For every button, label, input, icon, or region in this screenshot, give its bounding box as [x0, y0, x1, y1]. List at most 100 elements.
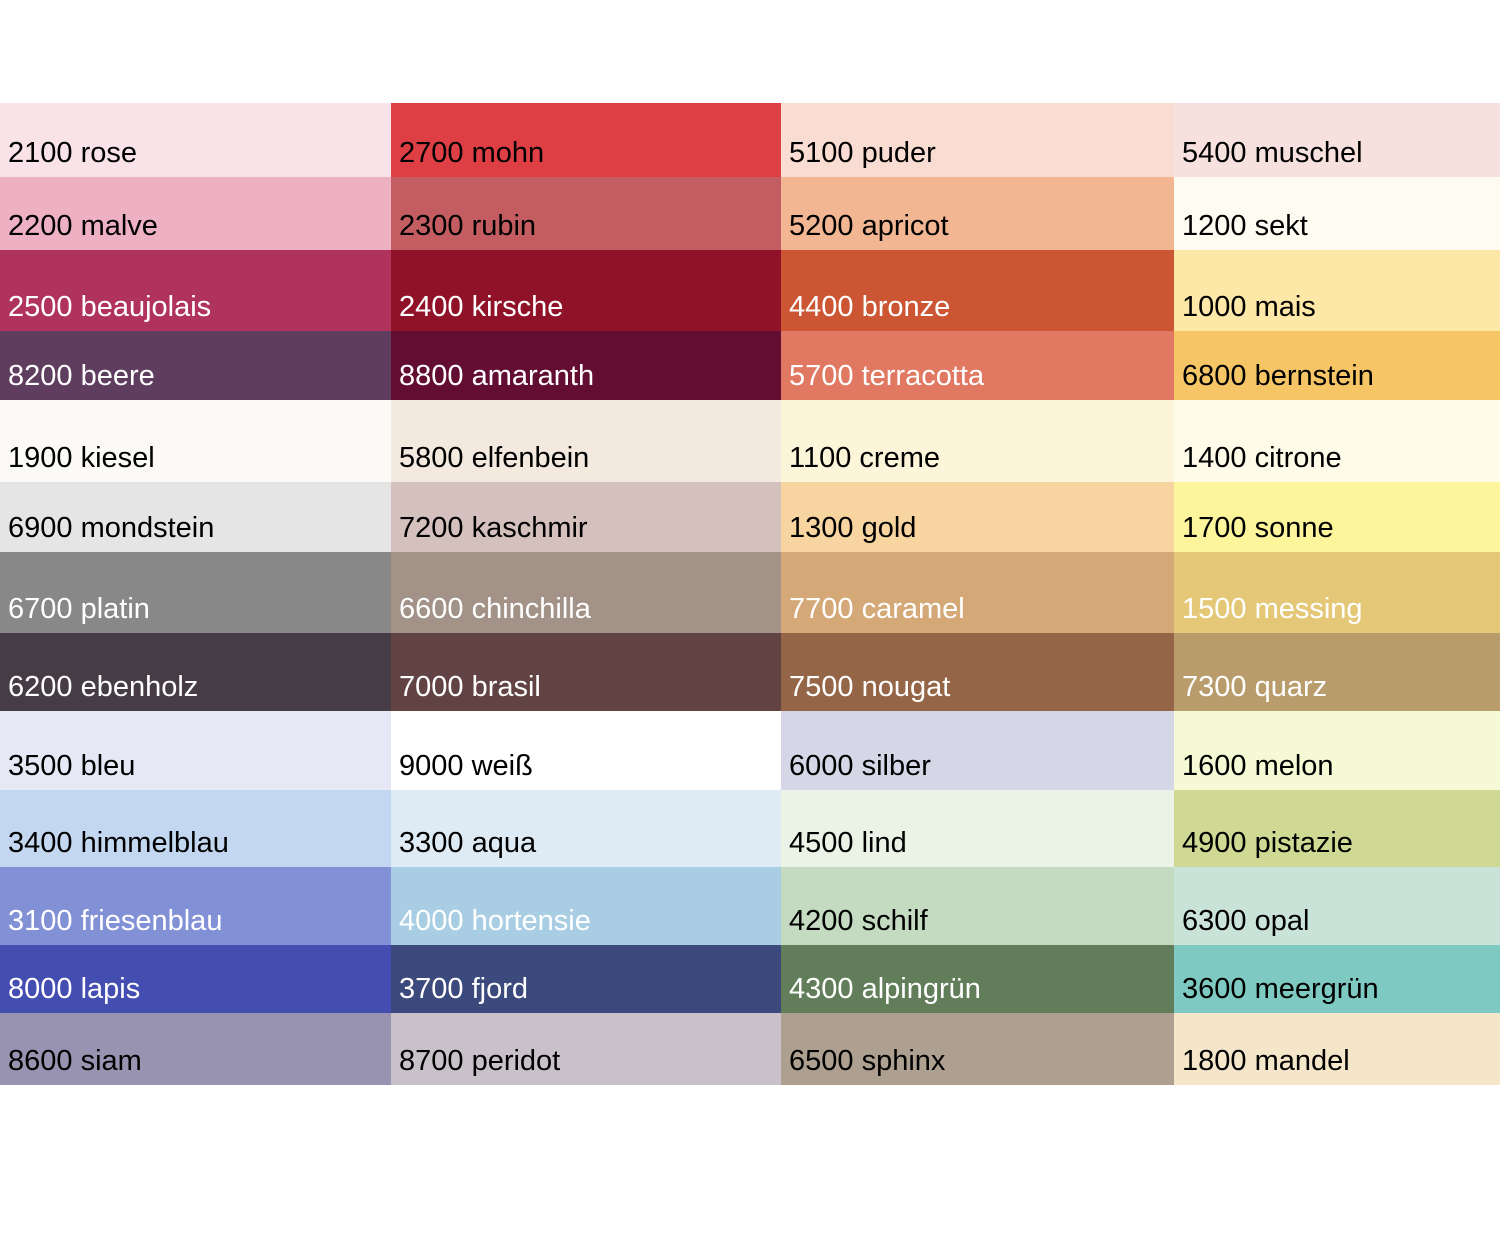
color-swatch: 2400 kirsche [391, 250, 781, 331]
color-swatch: 3600 meergrün [1174, 945, 1500, 1013]
swatch-label: 1400 citrone [1182, 442, 1342, 474]
swatch-label: 6900 mondstein [8, 512, 215, 544]
color-swatch: 4900 pistazie [1174, 790, 1500, 867]
swatch-label: 3500 bleu [8, 750, 136, 782]
swatch-label: 6600 chinchilla [399, 593, 591, 625]
swatch-label: 2400 kirsche [399, 291, 564, 323]
color-swatch: 4300 alpingrün [781, 945, 1174, 1013]
color-swatch: 6800 bernstein [1174, 331, 1500, 400]
color-swatch: 6600 chinchilla [391, 552, 781, 633]
color-swatch: 1600 melon [1174, 711, 1500, 790]
color-swatch: 8600 siam [0, 1013, 391, 1085]
swatch-label: 1200 sekt [1182, 210, 1308, 242]
color-swatch: 5400 muschel [1174, 103, 1500, 177]
swatch-label: 6200 ebenholz [8, 671, 199, 703]
color-swatch: 7500 nougat [781, 633, 1174, 711]
swatch-label: 1700 sonne [1182, 512, 1334, 544]
color-swatch: 1900 kiesel [0, 400, 391, 482]
color-swatch: 1400 citrone [1174, 400, 1500, 482]
color-swatch: 7300 quarz [1174, 633, 1500, 711]
swatch-label: 4400 bronze [789, 291, 951, 323]
swatch-row: 8000 lapis 3700 fjord 4300 alpingrün 3600 m… [0, 945, 1500, 1013]
color-swatch: 1800 mandel [1174, 1013, 1500, 1085]
swatch-label: 4000 hortensie [399, 905, 591, 937]
color-swatch: 3300 aqua [391, 790, 781, 867]
color-swatch: 6300 opal [1174, 867, 1500, 945]
color-swatch: 1500 messing [1174, 552, 1500, 633]
swatch-label: 8800 amaranth [399, 360, 595, 392]
swatch-label: 8700 peridot [399, 1045, 561, 1077]
color-swatch: 3700 fjord [391, 945, 781, 1013]
color-swatch: 7200 kaschmir [391, 482, 781, 552]
color-swatch: 1000 mais [1174, 250, 1500, 331]
swatch-label: 7700 caramel [789, 593, 965, 625]
swatch-label: 1500 messing [1182, 593, 1363, 625]
color-swatch: 2700 mohn [391, 103, 781, 177]
swatch-label: 5800 elfenbein [399, 442, 590, 474]
swatch-label: 7300 quarz [1182, 671, 1328, 703]
swatch-label: 3700 fjord [399, 973, 528, 1005]
swatch-row: 6900 mondstein 7200 kaschmir 1300 gold 1700… [0, 482, 1500, 552]
swatch-label: 5200 apricot [789, 210, 949, 242]
swatch-label: 5100 puder [789, 137, 936, 169]
swatch-label: 1600 melon [1182, 750, 1334, 782]
color-swatch: 5700 terracotta [781, 331, 1174, 400]
swatch-label: 6300 opal [1182, 905, 1310, 937]
swatch-label: 1900 kiesel [8, 442, 155, 474]
swatch-label: 2300 rubin [399, 210, 537, 242]
swatch-label: 1300 gold [789, 512, 917, 544]
swatch-row: 3500 bleu 9000 weiß 6000 silber 1600 melon [0, 711, 1500, 790]
color-swatch: 6200 ebenholz [0, 633, 391, 711]
color-swatch: 8200 beere [0, 331, 391, 400]
color-swatch: 6000 silber [781, 711, 1174, 790]
swatch-label: 2700 mohn [399, 137, 545, 169]
swatch-row: 6700 platin 6600 chinchilla 7700 caramel 15… [0, 552, 1500, 633]
color-swatch: 3500 bleu [0, 711, 391, 790]
swatch-label: 9000 weiß [399, 750, 533, 782]
swatch-label: 4300 alpingrün [789, 973, 981, 1005]
swatch-label: 8600 siam [8, 1045, 142, 1077]
color-swatch: 8800 amaranth [391, 331, 781, 400]
color-swatch: 3100 friesenblau [0, 867, 391, 945]
swatch-label: 3600 meergrün [1182, 973, 1379, 1005]
color-swatch: 5200 apricot [781, 177, 1174, 250]
color-swatch: 7700 caramel [781, 552, 1174, 633]
swatch-label: 8200 beere [8, 360, 155, 392]
swatch-label: 1800 mandel [1182, 1045, 1350, 1077]
color-swatch: 6900 mondstein [0, 482, 391, 552]
swatch-label: 3400 himmelblau [8, 827, 229, 859]
color-swatch: 2100 rose [0, 103, 391, 177]
swatch-row: 2200 malve 2300 rubin 5200 apricot 1200 sek… [0, 177, 1500, 250]
color-swatch: 1300 gold [781, 482, 1174, 552]
swatch-row: 1900 kiesel 5800 elfenbein 1100 creme 1400 … [0, 400, 1500, 482]
swatch-label: 2100 rose [8, 137, 137, 169]
color-swatch: 6500 sphinx [781, 1013, 1174, 1085]
color-swatch: 5800 elfenbein [391, 400, 781, 482]
color-swatch-grid: 2100 rose 2700 mohn 5100 puder 5400 muschel… [0, 103, 1500, 1085]
swatch-label: 3300 aqua [399, 827, 537, 859]
swatch-row: 2100 rose 2700 mohn 5100 puder 5400 muschel [0, 103, 1500, 177]
color-swatch: 5100 puder [781, 103, 1174, 177]
swatch-row: 3100 friesenblau 4000 hortensie 4200 schil… [0, 867, 1500, 945]
color-swatch: 1200 sekt [1174, 177, 1500, 250]
color-swatch: 3400 himmelblau [0, 790, 391, 867]
swatch-row: 8600 siam 8700 peridot 6500 sphinx 1800 man… [0, 1013, 1500, 1085]
color-swatch: 4500 lind [781, 790, 1174, 867]
color-swatch: 8700 peridot [391, 1013, 781, 1085]
color-swatch: 4000 hortensie [391, 867, 781, 945]
swatch-label: 6700 platin [8, 593, 150, 625]
color-swatch: 2200 malve [0, 177, 391, 250]
color-swatch: 1700 sonne [1174, 482, 1500, 552]
swatch-label: 5700 terracotta [789, 360, 985, 392]
color-swatch: 1100 creme [781, 400, 1174, 482]
swatch-label: 2500 beaujolais [8, 291, 212, 323]
swatch-label: 8000 lapis [8, 973, 141, 1005]
swatch-row: 8200 beere 8800 amaranth 5700 terracotta 68… [0, 331, 1500, 400]
swatch-label: 1000 mais [1182, 291, 1316, 323]
swatch-label: 7500 nougat [789, 671, 951, 703]
swatch-label: 6500 sphinx [789, 1045, 946, 1077]
swatch-label: 4900 pistazie [1182, 827, 1353, 859]
color-swatch: 4200 schilf [781, 867, 1174, 945]
swatch-label: 5400 muschel [1182, 137, 1363, 169]
swatch-label: 1100 creme [789, 442, 940, 474]
